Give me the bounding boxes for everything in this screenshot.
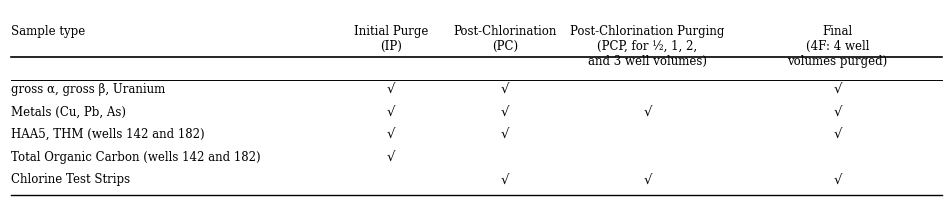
Text: √: √ [500,173,508,186]
Text: √: √ [387,83,395,96]
Text: Post-Chlorination
(PC): Post-Chlorination (PC) [453,25,556,53]
Text: √: √ [500,128,508,141]
Text: √: √ [643,105,651,118]
Text: Chlorine Test Strips: Chlorine Test Strips [10,173,129,186]
Text: gross α, gross β, Uranium: gross α, gross β, Uranium [10,83,165,96]
Text: Initial Purge
(IP): Initial Purge (IP) [353,25,427,53]
Text: HAA5, THM (wells 142 and 182): HAA5, THM (wells 142 and 182) [10,128,205,141]
Text: Metals (Cu, Pb, As): Metals (Cu, Pb, As) [10,105,126,118]
Text: √: √ [387,151,395,164]
Text: Sample type: Sample type [10,25,85,38]
Text: Post-Chlorination Purging
(PCP, for ½, 1, 2,
and 3 well volumes): Post-Chlorination Purging (PCP, for ½, 1… [569,25,724,68]
Text: √: √ [387,105,395,118]
Text: √: √ [832,83,841,96]
Text: √: √ [500,83,508,96]
Text: √: √ [832,128,841,141]
Text: √: √ [832,173,841,186]
Text: √: √ [387,128,395,141]
Text: Final
(4F: 4 well
volumes purged): Final (4F: 4 well volumes purged) [786,25,886,68]
Text: √: √ [643,173,651,186]
Text: √: √ [500,105,508,118]
Text: √: √ [832,105,841,118]
Text: Total Organic Carbon (wells 142 and 182): Total Organic Carbon (wells 142 and 182) [10,151,260,164]
